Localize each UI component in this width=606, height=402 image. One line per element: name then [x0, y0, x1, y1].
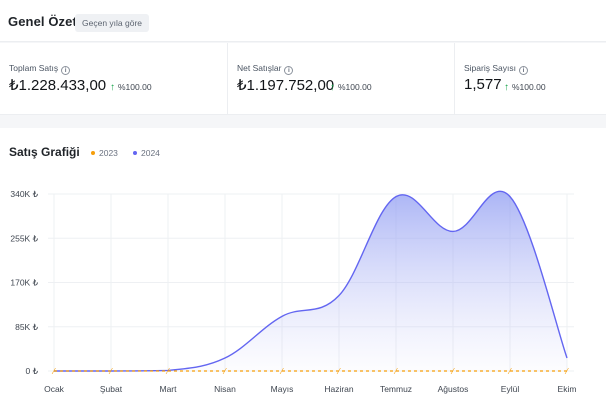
- x-tick-label: Eylül: [501, 384, 520, 394]
- x-tick-label: Temmuz: [380, 384, 412, 394]
- page-header: Genel Özet Geçen yıla göre: [0, 0, 606, 42]
- series-2023-point[interactable]: ⁄: [108, 367, 113, 376]
- x-tick-label: Haziran: [324, 384, 354, 394]
- x-tick-label: Mart: [160, 384, 178, 394]
- series-2023-point[interactable]: ⁄: [564, 367, 569, 376]
- y-tick-label: 255K ₺: [10, 233, 38, 243]
- section-gap: [0, 116, 606, 128]
- series-2023-point[interactable]: ⁄: [336, 367, 341, 376]
- y-tick-label: 170K ₺: [10, 278, 38, 288]
- stat-delta: ↑ %100.00: [110, 82, 152, 93]
- stat-label: Sipariş Sayısı i: [464, 63, 528, 75]
- x-tick-label: Nisan: [214, 384, 236, 394]
- stat-value: ₺1.228.433,00: [9, 77, 107, 94]
- sales-area-chart: ⁄ ⁄ ⁄ ⁄ ⁄ ⁄ ⁄ ⁄ ⁄ ⁄ 0 ₺ 85K ₺ 170K ₺ 255K ₺ 340K ₺ Oca…: [10, 189, 577, 394]
- stat-card-total-sales: Toplam Satış i ₺1.228.433,00 ↑ %100.00: [0, 43, 228, 115]
- series-2023-point[interactable]: ⁄: [393, 367, 398, 376]
- series-2023-point[interactable]: ⁄: [51, 367, 56, 376]
- legend-dot-icon: [91, 151, 95, 155]
- series-2023-point[interactable]: ⁄: [507, 367, 512, 376]
- x-tick-label: Ekim: [558, 384, 577, 394]
- y-tick-label: 85K ₺: [15, 322, 38, 332]
- arrow-up-icon: ↑: [330, 82, 335, 93]
- info-icon[interactable]: i: [61, 66, 71, 75]
- stat-value: 1,577: [464, 76, 502, 93]
- series-2024-line: [54, 190, 568, 372]
- stat-card-order-count: Sipariş Sayısı i 1,577 ↑ %100.00: [455, 43, 606, 115]
- y-tick-label: 340K ₺: [10, 189, 38, 199]
- stat-value: ₺1.197.752,00: [237, 77, 335, 94]
- sales-chart-card: Satış Grafiği 2023 2024 ⁄ ⁄ ⁄ ⁄ ⁄ ⁄ ⁄ ⁄ ⁄ ⁄ 0 ₺ 85…: [0, 128, 606, 402]
- series-2024-area: [54, 191, 567, 371]
- chart-title: Satış Grafiği: [9, 145, 80, 159]
- legend-dot-icon: [133, 151, 137, 155]
- series-2023-point[interactable]: ⁄: [279, 367, 284, 376]
- stat-label: Net Satışlar i: [237, 63, 294, 75]
- x-tick-label: Ağustos: [438, 384, 469, 394]
- series-2023-point[interactable]: ⁄: [222, 367, 227, 376]
- series-2023-point[interactable]: ⁄: [450, 367, 455, 376]
- info-icon[interactable]: i: [518, 66, 528, 75]
- stat-delta: ↑ %100.00: [330, 82, 372, 93]
- arrow-up-icon: ↑: [504, 82, 509, 93]
- stat-label: Toplam Satış i: [9, 63, 71, 75]
- comparison-filter-chip[interactable]: Geçen yıla göre: [75, 14, 150, 32]
- x-tick-label: Mayıs: [271, 384, 294, 394]
- stat-delta: ↑ %100.00: [504, 82, 546, 93]
- x-tick-label: Şubat: [100, 384, 123, 394]
- info-icon[interactable]: i: [284, 66, 294, 75]
- page-title: Genel Özet: [8, 14, 77, 29]
- x-tick-label: Ocak: [44, 384, 65, 394]
- series-2023-point[interactable]: ⁄: [165, 367, 170, 376]
- legend-item-2024[interactable]: 2024: [133, 148, 160, 158]
- arrow-up-icon: ↑: [110, 82, 115, 93]
- stat-card-net-sales: Net Satışlar i ₺1.197.752,00 ↑ %100.00: [228, 43, 455, 115]
- legend-item-2023[interactable]: 2023: [91, 148, 118, 158]
- y-tick-label: 0 ₺: [26, 366, 39, 376]
- stats-row: Toplam Satış i ₺1.228.433,00 ↑ %100.00 Net…: [0, 43, 606, 115]
